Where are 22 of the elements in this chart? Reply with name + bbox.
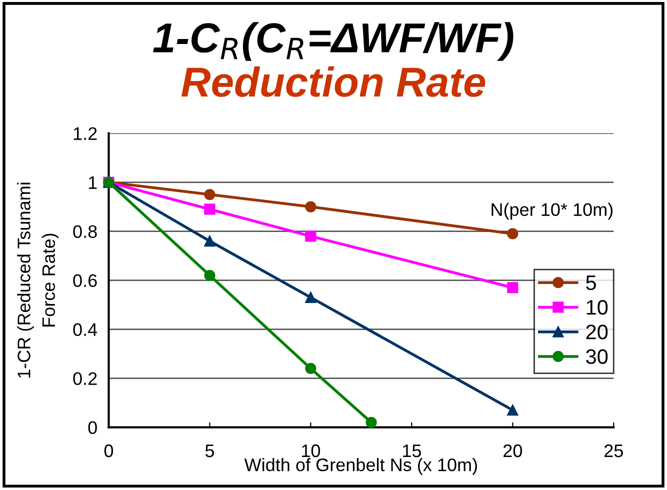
legend-label: 30 (586, 349, 608, 364)
x-axis-title: Width of Grenbelt Ns (x 10m) (244, 458, 477, 475)
y-tick-label: 1 (88, 176, 97, 189)
legend-label: 20 (586, 324, 608, 340)
y-axis-title: 1-CR (Reduced Tsunami Force Rate) (17, 182, 59, 378)
x-tick-label: 0 (104, 444, 114, 458)
chart-subtitle: Reduction Rate (181, 66, 486, 97)
x-tick-label: 25 (604, 444, 623, 458)
chart-title: 1-C$_{R}$(C$_{R}$=ΔWF/WF) (153, 22, 514, 61)
y-tick-label: 0 (88, 421, 97, 434)
y-tick-label: 1.2 (74, 127, 97, 140)
x-tick-label: 5 (205, 444, 214, 458)
y-tick-label: 0.8 (73, 225, 97, 238)
y-tick-label: 0.2 (73, 372, 97, 385)
x-tick-label: 10 (302, 444, 320, 458)
legend-label: 5 (586, 276, 596, 290)
x-tick-label: 20 (504, 444, 522, 458)
y-tick-label: 0.6 (73, 274, 97, 287)
y-tick-label: 0.4 (73, 323, 98, 336)
x-tick-label: 15 (403, 444, 421, 458)
annotation: N(per 10* 10m) (492, 202, 613, 220)
legend-label: 10 (586, 300, 608, 315)
